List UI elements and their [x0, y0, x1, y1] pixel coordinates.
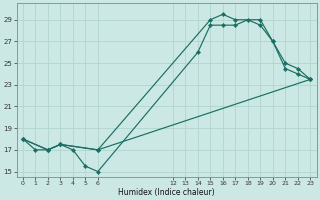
- X-axis label: Humidex (Indice chaleur): Humidex (Indice chaleur): [118, 188, 215, 197]
